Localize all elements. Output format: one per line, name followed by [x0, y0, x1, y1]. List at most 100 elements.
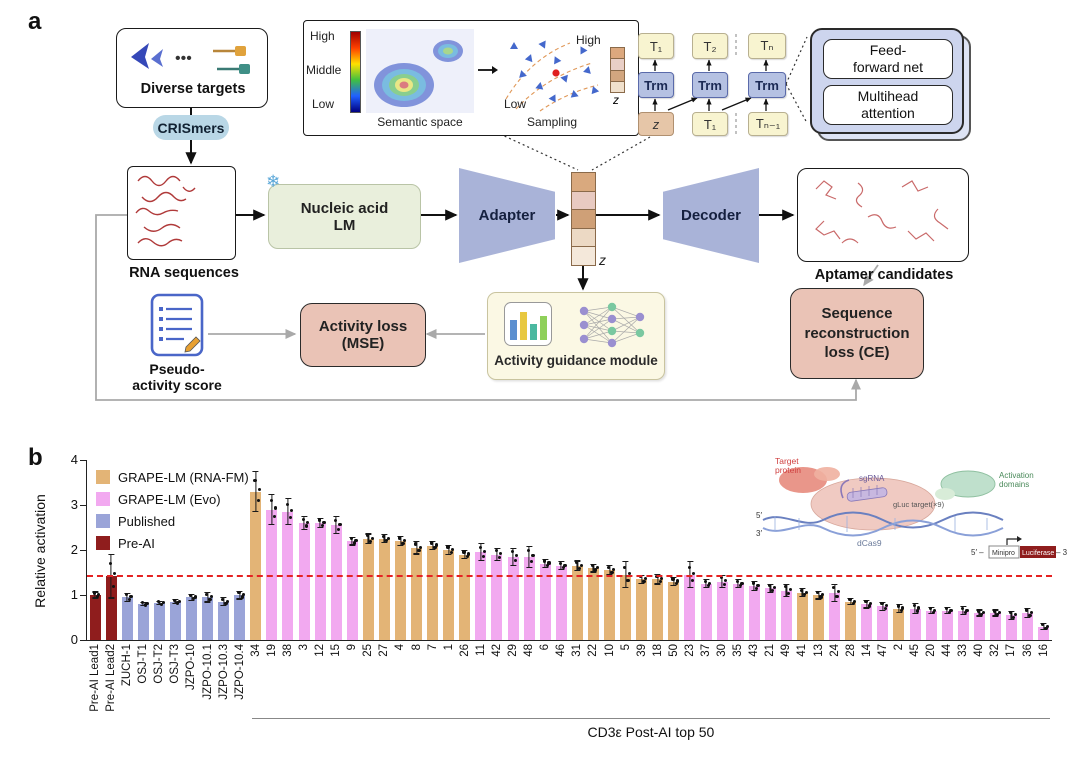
- replicate-dot: [574, 561, 579, 565]
- replicate-dot: [993, 609, 997, 613]
- bar-slot: [666, 460, 682, 640]
- bar: [298, 523, 310, 640]
- activation-domains-label-1: Activation: [999, 471, 1034, 480]
- replicate-dot: [883, 606, 887, 610]
- bar-slot: [312, 460, 328, 640]
- bar-slot: [489, 460, 505, 640]
- bar-slot: [939, 460, 955, 640]
- replicate-dot: [274, 506, 278, 510]
- bar-slot: [891, 460, 907, 640]
- replicate-dot: [676, 579, 680, 583]
- replicate-dot: [738, 584, 743, 588]
- bar-slot: [794, 460, 810, 640]
- protein-icon: [131, 43, 149, 69]
- x-tick-label: 44: [941, 644, 954, 657]
- replicate-dot: [462, 550, 466, 554]
- bar-slot: [537, 460, 553, 640]
- bar: [925, 610, 937, 640]
- replicate-dot: [224, 602, 228, 606]
- bar-slot: [344, 460, 360, 640]
- replicate-dot: [864, 599, 868, 604]
- x-tick-label: 31: [571, 644, 584, 657]
- y-tick-mark: [80, 460, 87, 462]
- x-tick-label: 29: [507, 644, 520, 657]
- z-cell: [611, 59, 624, 71]
- x-tick-label: 42: [490, 644, 503, 657]
- bar-slot: [425, 460, 441, 640]
- x-tick-label: 10: [603, 644, 616, 657]
- semantic-space-label: Semantic space: [377, 115, 463, 129]
- target-protein-label-2: protein: [775, 465, 801, 475]
- error-bar: [946, 607, 948, 615]
- replicate-dot: [177, 599, 181, 604]
- y-tick-mark: [80, 505, 87, 507]
- x-tick-label: 9: [346, 644, 359, 651]
- replicate-dot: [160, 602, 164, 606]
- replicate-dot: [108, 562, 112, 566]
- rna-sequences-box: RNA sequences: [127, 166, 239, 281]
- x-tick-label: 32: [989, 644, 1002, 657]
- replicate-dot: [290, 508, 294, 512]
- replicate-dot: [880, 602, 884, 606]
- error-bar: [528, 545, 530, 568]
- bar: [1005, 615, 1017, 640]
- bar: [234, 595, 246, 640]
- snowflake-icon: ❄: [266, 172, 281, 191]
- error-bar: [335, 516, 337, 535]
- error-bar: [1010, 610, 1013, 620]
- activation-domains-label-2: domains: [999, 480, 1029, 489]
- replicate-dot: [354, 538, 358, 543]
- replicate-dot: [241, 592, 246, 597]
- error-bar: [576, 560, 578, 572]
- replicate-dot: [285, 502, 289, 506]
- error-bar: [817, 590, 820, 600]
- x-tick-slot: OSJ-T3: [167, 644, 183, 740]
- replicate-dot: [836, 590, 840, 594]
- bar: [378, 538, 390, 640]
- replicate-dot: [964, 611, 968, 615]
- error-bar: [416, 541, 418, 555]
- target-icons: •••: [131, 43, 250, 74]
- panel-a-arrows: [95, 34, 879, 401]
- replicate-dot: [225, 599, 230, 603]
- bar: [491, 554, 503, 640]
- replicate-dot: [949, 608, 953, 612]
- legend-swatch: [96, 514, 110, 528]
- replicate-dot: [386, 536, 390, 540]
- bar: [89, 595, 101, 640]
- error-bar: [287, 498, 289, 526]
- colorbar-middle-label: Middle: [306, 63, 342, 77]
- replicate-dot: [546, 563, 550, 568]
- bar: [732, 583, 744, 640]
- replicate-dot: [156, 600, 161, 604]
- replicate-dot: [901, 606, 905, 610]
- error-bar: [432, 541, 434, 550]
- replicate-dot: [353, 541, 357, 545]
- x-tick-label: JZPO-10: [185, 644, 198, 691]
- diverse-targets-label: Diverse targets: [140, 81, 246, 97]
- replicate-dot: [430, 541, 434, 545]
- y-tick-label: 4: [70, 452, 78, 467]
- neural-net-icon: [579, 302, 645, 348]
- colorbar: [350, 31, 361, 113]
- x-tick-slot: JZPO-10.4: [232, 644, 248, 740]
- bar: [314, 523, 326, 640]
- bar-slot: [409, 460, 425, 640]
- legend-row: GRAPE-LM (RNA-FM): [96, 466, 249, 488]
- bar: [105, 576, 117, 640]
- replicate-dot: [478, 545, 482, 549]
- bar: [604, 570, 616, 640]
- replicate-dot: [787, 591, 791, 596]
- bar-slot: [778, 460, 794, 640]
- replicate-dot: [111, 584, 116, 588]
- replicate-dot: [835, 595, 839, 599]
- x-tick-label: OSJ-T3: [169, 644, 182, 684]
- latent-z-column: [571, 172, 596, 266]
- bar: [186, 597, 197, 640]
- five-prime-genome: 5′: [756, 511, 762, 520]
- replicate-dot: [1041, 622, 1045, 627]
- replicate-dot: [851, 601, 855, 605]
- bar: [893, 608, 905, 640]
- replicate-dot: [288, 516, 292, 520]
- z-cell: [572, 247, 595, 265]
